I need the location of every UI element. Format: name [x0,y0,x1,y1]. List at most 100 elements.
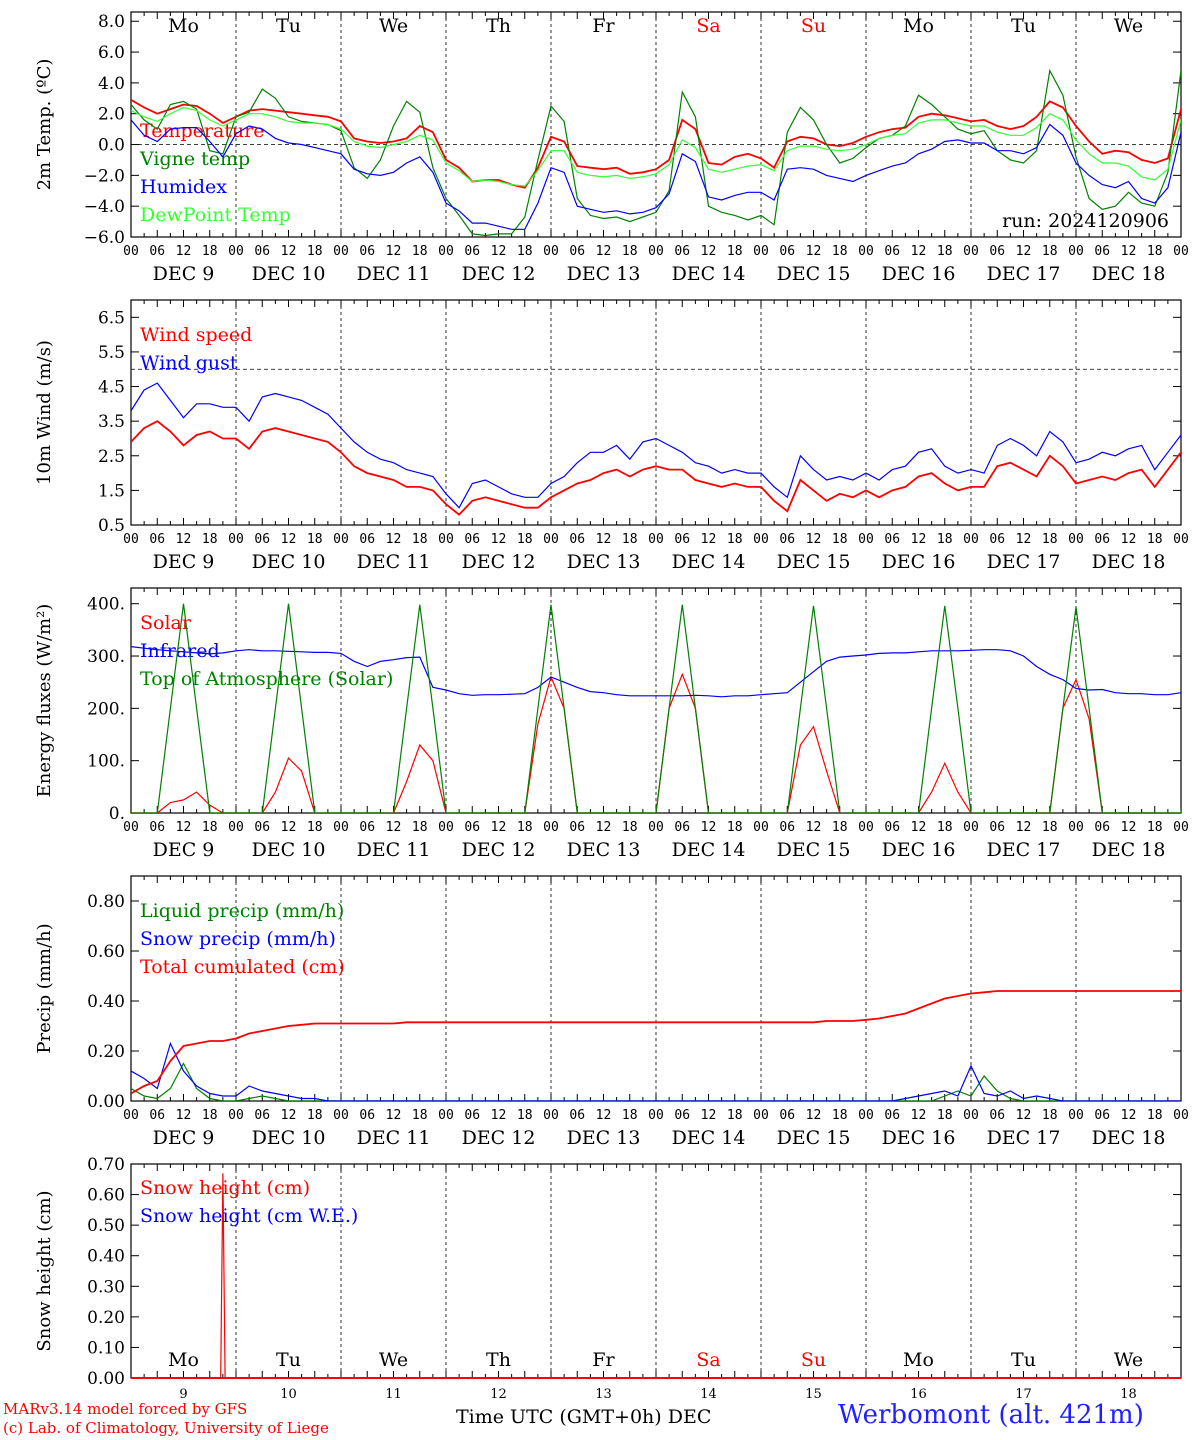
hour-tick-label: 18 [517,1108,533,1123]
series-line-2 [131,990,1181,1095]
date-label: DEC 11 [357,551,431,573]
series-line-0 [131,672,1181,813]
hour-tick-label: 18 [832,1108,848,1123]
hour-tick-label: 12 [701,244,717,259]
panel-frame [130,299,1182,526]
legend-entry: Snow height (cm W.E.) [140,1205,358,1227]
weekday-label: We [379,15,408,37]
hour-tick-label: 06 [884,532,900,547]
y-tick-label: 2.5 [98,447,125,467]
hour-tick-label: 18 [937,244,953,259]
y-tick-label: 2.0 [98,105,125,125]
hour-tick-label: 18 [937,1108,953,1123]
legend-entry: Solar [140,612,192,634]
date-label: DEC 14 [672,551,746,573]
y-tick-label: 0.70 [87,1155,125,1175]
date-label: DEC 15 [777,263,851,285]
date-label: DEC 14 [672,263,746,285]
hour-tick-label: 18 [517,532,533,547]
date-label: DEC 12 [462,839,536,861]
hour-tick-label: 06 [254,532,270,547]
y-tick-label: 0.80 [87,892,125,912]
date-label: DEC 10 [252,263,326,285]
hour-tick-label: 18 [517,820,533,835]
hour-tick-label: 00 [543,532,559,547]
hour-tick-label: 18 [727,532,743,547]
hour-tick-label: 12 [911,820,927,835]
hour-tick-label: 18 [727,1108,743,1123]
legend-entry: Snow height (cm) [140,1177,310,1199]
date-label: DEC 18 [1092,263,1166,285]
hour-tick-label: 06 [1094,532,1110,547]
hour-tick-label: 00 [1068,532,1084,547]
hour-tick-label: 00 [858,532,874,547]
series-line-2 [131,603,1181,813]
hour-tick-label: 00 [1173,244,1189,259]
hour-tick-label: 18 [1042,532,1058,547]
hour-tick-label: 00 [1068,1108,1084,1123]
hour-tick-label: 00 [438,1108,454,1123]
hour-tick-label: 06 [1094,1108,1110,1123]
hour-tick-label: 00 [123,820,139,835]
hour-tick-label: 06 [569,1108,585,1123]
hour-tick-label: 18 [1042,1108,1058,1123]
hour-tick-label: 00 [123,1108,139,1123]
hour-tick-label: 06 [1094,244,1110,259]
hour-tick-label: 12 [281,244,297,259]
hour-tick-label: 06 [359,820,375,835]
date-label: DEC 17 [987,263,1061,285]
hour-tick-label: 00 [543,820,559,835]
day-number: 14 [700,1387,717,1402]
hour-tick-label: 00 [753,1108,769,1123]
y-tick-label: −4.0 [84,197,125,217]
hour-tick-label: 12 [701,1108,717,1123]
hour-tick-label: 12 [386,820,402,835]
y-tick-label: 4.5 [98,378,125,398]
date-label: DEC 10 [252,839,326,861]
hour-tick-label: 18 [202,820,218,835]
y-tick-label: 0.60 [87,1186,125,1206]
hour-tick-label: 00 [753,532,769,547]
date-label: DEC 13 [567,839,641,861]
hour-tick-label: 06 [779,244,795,259]
day-number: 11 [385,1387,402,1402]
hour-tick-label: 18 [937,820,953,835]
day-number: 13 [595,1387,612,1402]
legend-entry: Humidex [140,176,227,198]
hour-tick-label: 12 [806,244,822,259]
hour-tick-label: 06 [674,244,690,259]
date-label: DEC 9 [153,551,215,573]
y-tick-label: 0.30 [87,1277,125,1297]
hour-tick-label: 06 [464,532,480,547]
hour-tick-label: 12 [911,1108,927,1123]
hour-tick-label: 06 [149,244,165,259]
day-number: 16 [910,1387,927,1402]
hour-tick-label: 00 [648,244,664,259]
credit-line-2: (c) Lab. of Climatology, University of L… [3,1419,329,1437]
hour-tick-label: 00 [963,244,979,259]
y-tick-label: 0.40 [87,992,125,1012]
series-line-1 [131,382,1181,509]
hour-tick-label: 06 [674,820,690,835]
credit-line-1: MARv3.14 model forced by GFS [3,1400,248,1418]
y-tick-label: 0.00 [87,1369,125,1389]
hour-tick-label: 00 [333,1108,349,1123]
hour-tick-label: 06 [884,244,900,259]
hour-tick-label: 00 [333,244,349,259]
y-tick-label: −6.0 [84,228,125,248]
date-label: DEC 11 [357,839,431,861]
hour-tick-label: 18 [622,532,638,547]
weekday-label: Su [801,15,826,37]
hour-tick-label: 00 [123,244,139,259]
hour-tick-label: 18 [307,532,323,547]
y-tick-label: 8.0 [98,12,125,32]
legend-entry: Vigne temp [139,148,250,170]
hour-tick-label: 00 [228,820,244,835]
hour-tick-label: 00 [543,1108,559,1123]
y-tick-label: 0.60 [87,942,125,962]
hour-tick-label: 06 [464,820,480,835]
hour-tick-label: 00 [963,532,979,547]
hour-tick-label: 12 [806,532,822,547]
weekday-label: Fr [592,1349,615,1371]
hour-tick-label: 18 [1042,820,1058,835]
